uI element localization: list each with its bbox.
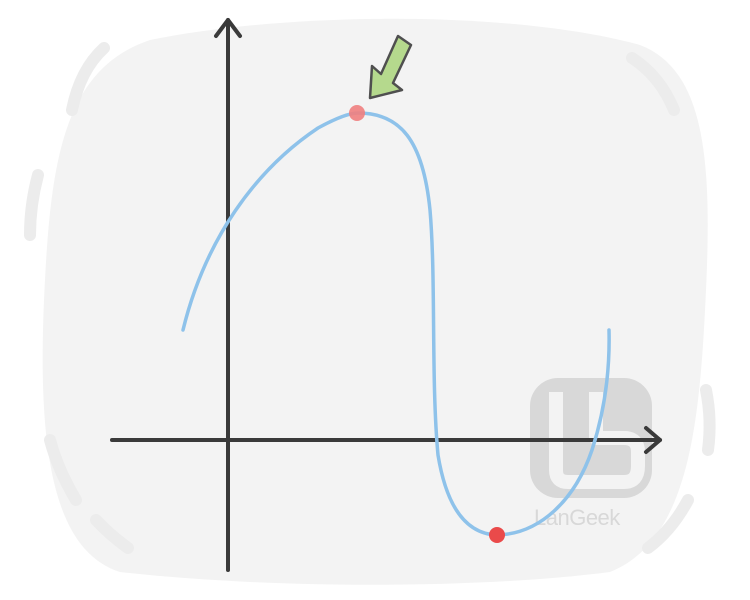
function-curve bbox=[181, 111, 611, 537]
decorative-dashes bbox=[24, 42, 716, 554]
arrow-outline bbox=[368, 34, 413, 100]
arrow-down-left-icon bbox=[370, 36, 411, 98]
y-axis-arrowhead bbox=[214, 18, 242, 38]
local-maximum-point bbox=[349, 105, 365, 121]
axes bbox=[110, 18, 662, 572]
local-minimum-point bbox=[489, 527, 505, 543]
x-axis-arrowhead bbox=[644, 426, 662, 454]
backdrop-blob bbox=[42, 18, 708, 585]
